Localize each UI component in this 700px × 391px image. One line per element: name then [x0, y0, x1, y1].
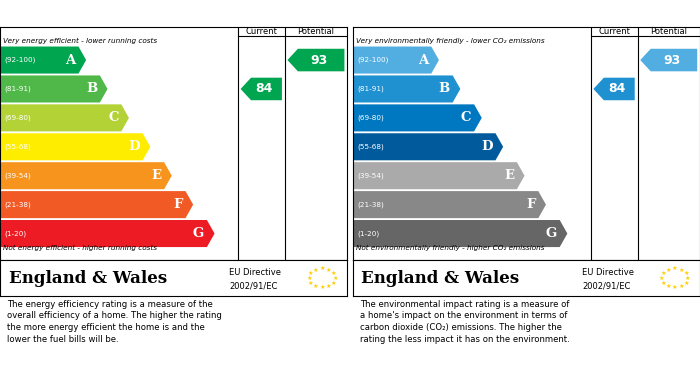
Text: (21-38): (21-38)	[4, 201, 31, 208]
Polygon shape	[0, 162, 172, 189]
Polygon shape	[353, 162, 524, 189]
Text: E: E	[504, 169, 514, 182]
Text: 2002/91/EC: 2002/91/EC	[229, 281, 277, 290]
Polygon shape	[0, 133, 150, 160]
Text: ★: ★	[672, 266, 678, 271]
Text: ★: ★	[666, 268, 671, 273]
Text: ★: ★	[678, 284, 684, 289]
Text: EU Directive: EU Directive	[229, 269, 281, 278]
Text: ★: ★	[678, 268, 684, 273]
Text: ★: ★	[319, 285, 325, 291]
Text: Not energy efficient - higher running costs: Not energy efficient - higher running co…	[4, 245, 158, 251]
Polygon shape	[353, 133, 503, 160]
Text: England & Wales: England & Wales	[361, 270, 519, 287]
Text: A: A	[66, 54, 76, 66]
Polygon shape	[0, 75, 108, 102]
Text: England & Wales: England & Wales	[8, 270, 167, 287]
Polygon shape	[0, 220, 215, 247]
Polygon shape	[594, 78, 635, 100]
Text: (69-80): (69-80)	[4, 115, 31, 121]
Text: ★: ★	[672, 285, 678, 291]
Text: Very environmentally friendly - lower CO₂ emissions: Very environmentally friendly - lower CO…	[356, 38, 545, 44]
Text: A: A	[419, 54, 428, 66]
Text: The environmental impact rating is a measure of
a home's impact on the environme: The environmental impact rating is a mea…	[360, 300, 570, 344]
Polygon shape	[0, 47, 86, 74]
Text: C: C	[108, 111, 118, 124]
Text: ★: ★	[332, 276, 338, 281]
Text: D: D	[481, 140, 493, 153]
Text: 2002/91/EC: 2002/91/EC	[582, 281, 630, 290]
Text: Current: Current	[245, 27, 277, 36]
Text: (55-68): (55-68)	[357, 143, 384, 150]
Text: Potential: Potential	[298, 27, 335, 36]
Text: ★: ★	[659, 276, 664, 281]
Text: ★: ★	[685, 276, 691, 281]
Polygon shape	[0, 104, 129, 131]
Text: Potential: Potential	[650, 27, 687, 36]
Text: (39-54): (39-54)	[4, 172, 31, 179]
Polygon shape	[353, 220, 568, 247]
Text: (69-80): (69-80)	[357, 115, 384, 121]
Polygon shape	[640, 49, 697, 71]
Text: ★: ★	[313, 284, 319, 289]
Text: 84: 84	[608, 83, 626, 95]
Text: (1-20): (1-20)	[4, 230, 27, 237]
Text: Energy Efficiency Rating: Energy Efficiency Rating	[5, 8, 168, 21]
Text: ★: ★	[313, 268, 319, 273]
Text: ★: ★	[326, 268, 331, 273]
Polygon shape	[0, 191, 193, 218]
Text: Very energy efficient - lower running costs: Very energy efficient - lower running co…	[4, 38, 158, 44]
Text: ★: ★	[319, 266, 325, 271]
Text: ★: ★	[661, 281, 666, 286]
Text: (81-91): (81-91)	[357, 86, 384, 92]
Text: F: F	[174, 198, 183, 211]
Polygon shape	[288, 49, 344, 71]
Text: (92-100): (92-100)	[357, 57, 388, 63]
Polygon shape	[241, 78, 282, 100]
Text: G: G	[546, 227, 557, 240]
Text: 93: 93	[664, 54, 680, 66]
Text: (39-54): (39-54)	[357, 172, 384, 179]
Text: (55-68): (55-68)	[4, 143, 31, 150]
Text: Not environmentally friendly - higher CO₂ emissions: Not environmentally friendly - higher CO…	[356, 245, 545, 251]
Text: B: B	[86, 83, 97, 95]
Text: G: G	[193, 227, 204, 240]
Text: ★: ★	[306, 276, 312, 281]
Polygon shape	[353, 104, 482, 131]
Polygon shape	[353, 75, 461, 102]
Text: ★: ★	[330, 271, 336, 276]
Text: F: F	[526, 198, 536, 211]
Polygon shape	[353, 191, 546, 218]
Text: ★: ★	[330, 281, 336, 286]
Text: ★: ★	[683, 281, 689, 286]
Text: B: B	[439, 83, 450, 95]
Text: E: E	[151, 169, 161, 182]
Text: (92-100): (92-100)	[4, 57, 36, 63]
Text: 84: 84	[256, 83, 273, 95]
Text: ★: ★	[661, 271, 666, 276]
Text: (81-91): (81-91)	[4, 86, 31, 92]
Text: (1-20): (1-20)	[357, 230, 379, 237]
Text: The energy efficiency rating is a measure of the
overall efficiency of a home. T: The energy efficiency rating is a measur…	[7, 300, 222, 344]
Polygon shape	[353, 47, 439, 74]
Text: ★: ★	[666, 284, 671, 289]
Text: (21-38): (21-38)	[357, 201, 384, 208]
Text: Environmental Impact (CO₂) Rating: Environmental Impact (CO₂) Rating	[358, 8, 590, 21]
Text: 93: 93	[311, 54, 328, 66]
Text: Current: Current	[598, 27, 630, 36]
Text: ★: ★	[326, 284, 331, 289]
Text: ★: ★	[308, 281, 314, 286]
Text: ★: ★	[308, 271, 314, 276]
Text: C: C	[461, 111, 471, 124]
Text: D: D	[128, 140, 140, 153]
Text: EU Directive: EU Directive	[582, 269, 634, 278]
Text: ★: ★	[683, 271, 689, 276]
